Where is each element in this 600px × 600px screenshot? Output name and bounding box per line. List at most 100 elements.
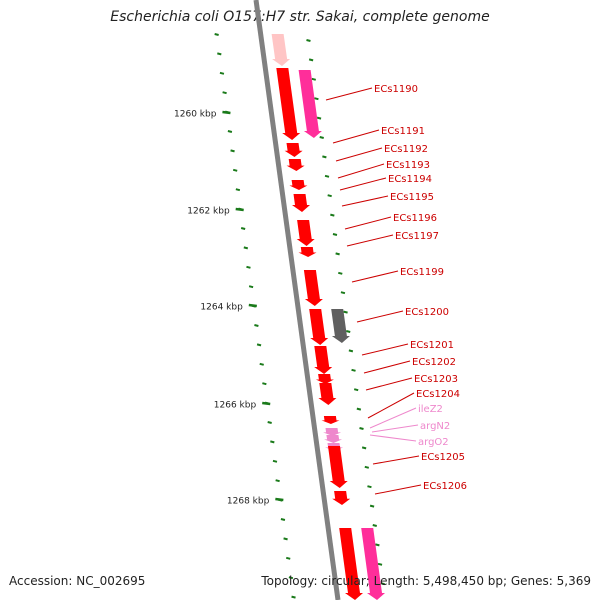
label-leader bbox=[369, 434, 417, 442]
outer-tick bbox=[217, 52, 222, 56]
inner-tick bbox=[353, 388, 359, 392]
gene-arrow-21[interactable] bbox=[339, 528, 363, 600]
inner-tick bbox=[343, 310, 348, 314]
inner-tick bbox=[345, 330, 351, 333]
kbp-mark bbox=[248, 303, 257, 308]
kbp-label: 1264 kbp bbox=[200, 303, 243, 313]
gene-label[interactable]: ECs1196 bbox=[393, 213, 437, 224]
gene-arrow-14[interactable] bbox=[318, 383, 337, 405]
gene-label[interactable]: ECs1205 bbox=[421, 452, 465, 463]
gene-label[interactable]: ECs1192 bbox=[384, 144, 428, 155]
outer-tick bbox=[227, 130, 233, 133]
label-leader bbox=[325, 87, 373, 101]
inner-tick bbox=[340, 291, 346, 295]
outer-tick bbox=[222, 91, 227, 95]
inner-tick bbox=[351, 368, 356, 372]
kbp-mark bbox=[262, 401, 271, 406]
inner-tick bbox=[332, 233, 338, 236]
topology-text: Topology: circular; Length: 5,498,450 bp… bbox=[261, 574, 591, 588]
outer-tick bbox=[243, 246, 249, 250]
label-leader bbox=[346, 234, 394, 247]
inner-tick bbox=[316, 116, 322, 120]
inner-tick bbox=[324, 174, 330, 178]
gene-arrow-0[interactable] bbox=[271, 34, 291, 66]
gene-label[interactable]: ECs1191 bbox=[381, 126, 425, 137]
gene-arrow-19[interactable] bbox=[328, 446, 348, 488]
gene-arrow-2[interactable] bbox=[298, 70, 322, 138]
gene-label[interactable]: ileZ2 bbox=[418, 404, 443, 415]
label-leader bbox=[341, 195, 389, 207]
gene-label[interactable]: ECs1194 bbox=[388, 174, 432, 185]
label-leader bbox=[361, 343, 409, 356]
inner-tick bbox=[375, 543, 380, 547]
outer-tick bbox=[254, 324, 259, 327]
gene-arrow-7[interactable] bbox=[296, 220, 315, 246]
inner-tick bbox=[314, 97, 319, 101]
feature-track[interactable] bbox=[271, 34, 385, 600]
label-leader bbox=[369, 407, 417, 429]
outer-tick bbox=[232, 168, 238, 172]
label-leader bbox=[344, 216, 392, 230]
gene-label[interactable]: ECs1199 bbox=[400, 267, 444, 278]
inner-tick bbox=[364, 465, 370, 469]
kbp-mark bbox=[235, 207, 244, 212]
gene-label[interactable]: ECs1201 bbox=[410, 340, 454, 351]
gene-arrow-11[interactable] bbox=[331, 309, 350, 343]
inner-tick bbox=[367, 485, 372, 489]
kbp-mark bbox=[275, 497, 284, 502]
accession-text: Accession: NC_002695 bbox=[9, 574, 146, 588]
gene-label[interactable]: ECs1203 bbox=[414, 374, 458, 385]
kbp-mark bbox=[222, 110, 231, 115]
gene-label-layer[interactable]: ECs1190 ECs1191 ECs1192 ECs1193 ECs1194 ECs11… bbox=[325, 84, 467, 495]
gene-arrow-16[interactable] bbox=[323, 428, 342, 436]
outer-tick bbox=[291, 595, 296, 599]
gene-arrow-12[interactable] bbox=[314, 346, 333, 374]
label-leader bbox=[374, 484, 422, 495]
gene-arrow-5[interactable] bbox=[289, 180, 308, 190]
gene-arrow-9[interactable] bbox=[303, 270, 323, 306]
outer-tick bbox=[267, 421, 272, 424]
gene-label[interactable]: ECs1195 bbox=[390, 192, 434, 203]
gene-arrow-13[interactable] bbox=[315, 374, 334, 384]
gene-arrow-1[interactable] bbox=[276, 68, 301, 140]
label-leader bbox=[367, 392, 415, 419]
gene-label[interactable]: ECs1204 bbox=[416, 389, 460, 400]
inner-tick bbox=[348, 349, 354, 353]
label-leader bbox=[332, 129, 380, 144]
gene-label[interactable]: ECs1193 bbox=[386, 160, 430, 171]
inner-tick bbox=[356, 407, 362, 411]
inner-tick bbox=[330, 213, 335, 217]
gene-label[interactable]: argN2 bbox=[420, 421, 450, 432]
gene-label[interactable]: argO2 bbox=[418, 437, 449, 448]
gene-label[interactable]: ECs1197 bbox=[395, 231, 439, 242]
kbp-scale: 1260 kbp 1262 kbp 1264 kbp 1266 kbp 1268 kbp bbox=[174, 110, 284, 507]
gene-label[interactable]: ECs1190 bbox=[374, 84, 418, 95]
gene-arrow-10[interactable] bbox=[309, 309, 329, 345]
gene-arrow-15[interactable] bbox=[321, 416, 340, 424]
gene-label[interactable]: ECs1206 bbox=[423, 481, 467, 492]
kbp-label: 1260 kbp bbox=[174, 110, 217, 120]
label-leader bbox=[337, 163, 385, 179]
outer-tick bbox=[248, 285, 254, 289]
gene-arrow-6[interactable] bbox=[292, 194, 310, 212]
gene-arrow-20[interactable] bbox=[332, 491, 351, 505]
gene-label[interactable]: ECs1202 bbox=[412, 357, 456, 368]
gene-arrow-22[interactable] bbox=[361, 528, 385, 600]
gene-label[interactable]: ECs1200 bbox=[405, 307, 449, 318]
genome-title: Escherichia coli O157:H7 str. Sakai, com… bbox=[110, 9, 490, 25]
inner-tick bbox=[335, 252, 340, 256]
outer-tick bbox=[285, 556, 291, 560]
outer-tick bbox=[283, 537, 288, 541]
gene-arrow-3[interactable] bbox=[284, 143, 303, 157]
outer-tick bbox=[219, 71, 225, 75]
outer-tick bbox=[259, 362, 264, 366]
outer-tick bbox=[235, 188, 241, 192]
outer-tick bbox=[256, 343, 262, 347]
gene-arrow-17[interactable] bbox=[324, 435, 343, 443]
inner-tick bbox=[377, 562, 383, 566]
gene-arrow-8[interactable] bbox=[298, 247, 317, 257]
gene-arrow-4[interactable] bbox=[286, 159, 305, 171]
outer-tick bbox=[272, 459, 278, 463]
